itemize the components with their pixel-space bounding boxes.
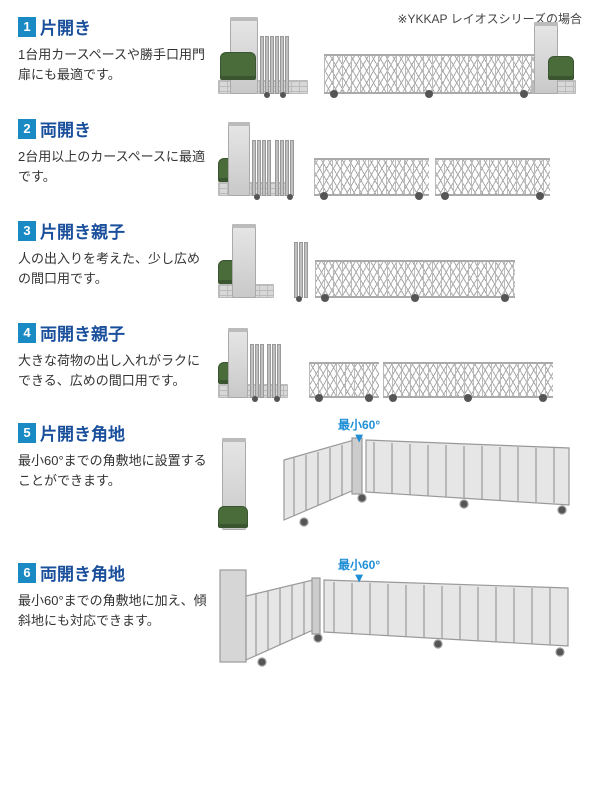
title-4: 両開き親子: [40, 320, 125, 345]
row-5: 5 片開き角地 最小60°までの角敷地に設置することができます。 最小60° ▾: [18, 420, 582, 530]
heading-3: 3 片開き親子: [18, 218, 208, 243]
row-2: 2 両開き 2台用以上のカースペースに最適です。: [18, 116, 582, 196]
figure-6: 最小60° ▾: [218, 560, 582, 672]
figure-1: [218, 14, 582, 94]
figure-4: [218, 320, 582, 398]
title-6: 両開き角地: [40, 560, 125, 585]
num-badge-2: 2: [18, 119, 36, 139]
desc-6: 最小60°までの角敷地に加え、傾斜地にも対応できます。: [18, 591, 208, 630]
figure-2: [218, 116, 582, 196]
title-1: 片開き: [40, 14, 91, 39]
num-badge-4: 4: [18, 323, 36, 343]
angle-arrow-icon: ▾: [356, 433, 363, 441]
title-5: 片開き角地: [40, 420, 125, 445]
angle-label-6: 最小60° ▾: [338, 556, 380, 581]
heading-6: 6 両開き角地: [18, 560, 208, 585]
angle-arrow-icon: ▾: [356, 573, 363, 581]
figure-3: [218, 218, 582, 298]
desc-1: 1台用カースペースや勝手口用門扉にも最適です。: [18, 45, 208, 84]
row-4: 4 両開き親子 大きな荷物の出し入れがラクにできる、広めの間口用です。: [18, 320, 582, 398]
row-6: 6 両開き角地 最小60°までの角敷地に加え、傾斜地にも対応できます。 最小60…: [18, 560, 582, 672]
desc-5: 最小60°までの角敷地に設置することができます。: [18, 451, 208, 490]
desc-3: 人の出入りを考えた、少し広めの間口用です。: [18, 249, 208, 288]
heading-2: 2 両開き: [18, 116, 208, 141]
num-badge-3: 3: [18, 221, 36, 241]
title-2: 両開き: [40, 116, 91, 141]
perspective-gate-5: [274, 420, 574, 530]
desc-2: 2台用以上のカースペースに最適です。: [18, 147, 208, 186]
row-3: 3 片開き親子 人の出入りを考えた、少し広めの間口用です。: [18, 218, 582, 298]
figure-5: 最小60° ▾: [218, 420, 582, 530]
heading-1: 1 片開き: [18, 14, 208, 39]
heading-4: 4 両開き親子: [18, 320, 208, 345]
num-badge-6: 6: [18, 563, 36, 583]
angle-label-5: 最小60° ▾: [338, 416, 380, 441]
desc-4: 大きな荷物の出し入れがラクにできる、広めの間口用です。: [18, 351, 208, 390]
title-3: 片開き親子: [40, 218, 125, 243]
num-badge-5: 5: [18, 423, 36, 443]
row-1: 1 片開き 1台用カースペースや勝手口用門扉にも最適です。: [18, 14, 582, 94]
heading-5: 5 片開き角地: [18, 420, 208, 445]
num-badge-1: 1: [18, 17, 36, 37]
perspective-gate-6: [218, 560, 578, 672]
